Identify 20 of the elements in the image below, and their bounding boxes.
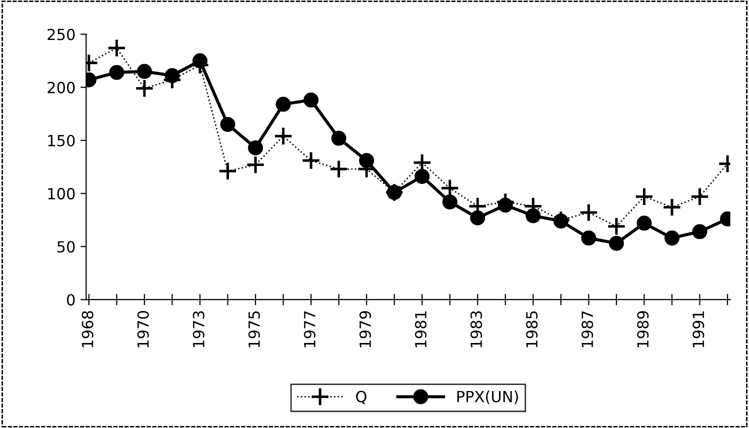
x-tick-label: 1975 bbox=[248, 311, 260, 348]
x-tick-label: 1987 bbox=[582, 311, 594, 348]
x-tick-label: 1981 bbox=[414, 311, 427, 348]
y-tick-label: 200 bbox=[48, 82, 75, 94]
y-tick-label: 100 bbox=[48, 188, 75, 200]
x-tick-label: 1973 bbox=[192, 311, 204, 348]
x-tick-label: 1989 bbox=[637, 311, 649, 348]
x-tick-label: 1991 bbox=[692, 311, 704, 348]
y-tick-label: 0 bbox=[67, 294, 75, 306]
x-tick-label: 1977 bbox=[304, 311, 316, 348]
legend-label: PPX(UN) bbox=[457, 390, 518, 404]
legend-label: Q bbox=[356, 390, 366, 404]
y-tick-label: 50 bbox=[57, 240, 75, 253]
y-tick-label: 150 bbox=[48, 134, 75, 146]
y-tick-label: 250 bbox=[48, 28, 75, 40]
x-tick-label: 1983 bbox=[470, 311, 482, 348]
x-tick-label: 1985 bbox=[526, 311, 538, 348]
x-tick-label: 1968 bbox=[82, 311, 94, 348]
x-tick-label: 1970 bbox=[137, 311, 149, 348]
x-tick-label: 1979 bbox=[359, 311, 371, 348]
